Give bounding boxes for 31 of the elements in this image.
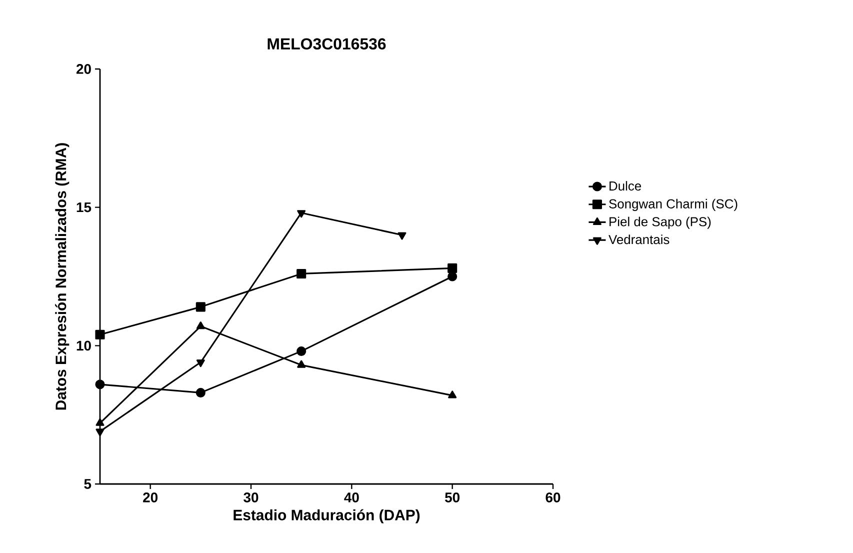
point [448, 272, 458, 282]
point [296, 268, 306, 279]
point [448, 390, 457, 398]
point [398, 232, 406, 240]
legend-label: Songwan Charmi (SC) [609, 198, 738, 212]
legend-label: Vedrantais [608, 234, 670, 244]
x-tick-label: 60 [546, 492, 560, 502]
point [297, 210, 306, 218]
x-tick-label: 30 [244, 492, 258, 502]
point [96, 418, 104, 426]
point [95, 330, 105, 340]
x-tick-label: 20 [143, 492, 158, 502]
point [448, 263, 458, 273]
x-tick-label: 50 [445, 492, 460, 502]
point [196, 388, 206, 398]
point [296, 346, 306, 356]
y-tick-label: 20 [76, 64, 91, 74]
x-axis-title: Estadio Maduración (DAP) [234, 509, 420, 524]
y-tick-label: 15 [76, 202, 92, 212]
point [95, 380, 105, 390]
point [196, 302, 206, 312]
point [196, 359, 205, 368]
legend-label: Dulce [610, 181, 642, 191]
point [297, 360, 306, 368]
y-axis-title: Datos Expresión Normalizados (RMA) [55, 143, 70, 410]
point [196, 322, 205, 330]
x-tick-label: 40 [344, 492, 359, 502]
chart-title: MELO3C016536 [268, 38, 386, 50]
legend-label: Piel de Sapo (PS) [610, 216, 711, 229]
y-tick-label: 5 [84, 479, 92, 489]
y-tick-label: 10 [76, 340, 91, 351]
